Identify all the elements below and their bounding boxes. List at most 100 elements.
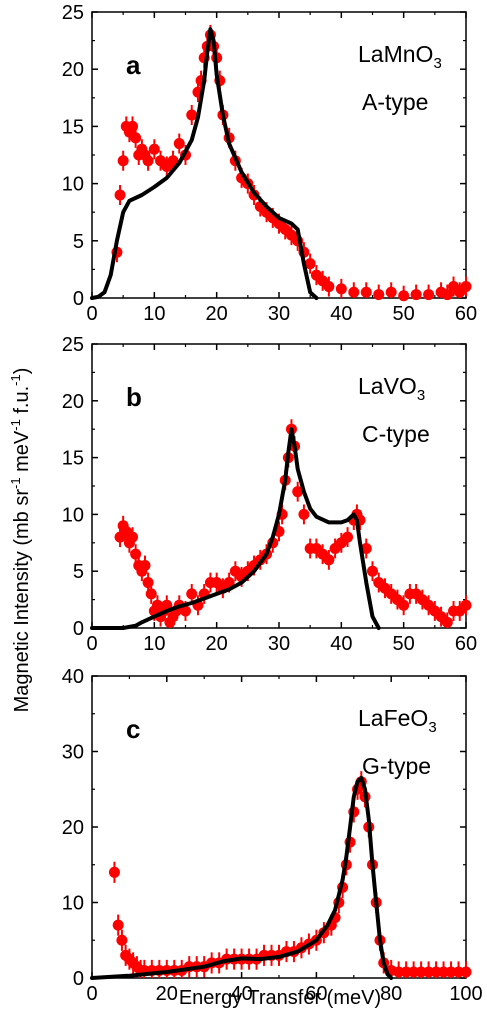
panel-label: c xyxy=(126,714,140,744)
x-tick-label: 20 xyxy=(206,303,228,325)
y-tick-label: 20 xyxy=(62,59,84,81)
fit-line xyxy=(90,775,394,980)
data-point xyxy=(460,599,472,611)
compound-label-main: LaMnO xyxy=(358,41,433,67)
data-point xyxy=(139,560,151,572)
fit-line xyxy=(90,27,319,300)
y-axis-label-sup-2: -1 xyxy=(8,419,23,431)
y-tick-label: 30 xyxy=(62,742,84,764)
x-tick-label: 10 xyxy=(143,633,165,655)
y-axis-label-sup-3: -1 xyxy=(8,374,23,386)
fit-line xyxy=(90,427,381,630)
data-point xyxy=(460,281,472,293)
order-type-label: G-type xyxy=(362,753,431,779)
x-tick-label: 40 xyxy=(330,633,352,655)
y-tick-label: 0 xyxy=(73,288,84,310)
data-point xyxy=(223,577,235,589)
y-tick-label: 0 xyxy=(73,618,84,640)
y-axis-label: Magnetic Intensity (mb sr-1 meV-1 f.u.-1… xyxy=(8,368,33,713)
x-tick-label: 40 xyxy=(330,303,352,325)
data-point xyxy=(292,486,304,498)
x-axis-label: Energy Transfer (meV) xyxy=(179,987,381,1009)
compound-label: LaFeO3 xyxy=(358,705,437,736)
data-point xyxy=(423,289,435,301)
x-tick-label: 0 xyxy=(86,983,97,1005)
panel-a: 0 10 20 30 40 50 60 0 5 10 15 20 25 a LaMnO3 A-type xyxy=(62,2,477,325)
data-point xyxy=(373,289,385,301)
panel-b: 0 10 20 30 40 50 60 0 5 10 15 20 25 b LaVO3 C-type xyxy=(62,334,477,655)
data-point xyxy=(460,966,472,978)
order-type-label: C-type xyxy=(362,421,430,447)
data-point xyxy=(186,588,198,600)
compound-label: LaVO3 xyxy=(358,373,425,404)
data-point xyxy=(367,565,378,577)
y-axis-label-text-4: ) xyxy=(11,368,33,375)
y-axis-label-text-2: meV xyxy=(11,430,33,477)
compound-label-sub: 3 xyxy=(428,719,436,736)
x-tick-label: 30 xyxy=(268,303,290,325)
x-tick-label: 30 xyxy=(268,633,290,655)
y-tick-label: 40 xyxy=(62,666,84,688)
x-tick-label: 20 xyxy=(206,633,228,655)
data-point xyxy=(142,155,154,167)
data-point xyxy=(304,258,316,270)
y-tick-label: 15 xyxy=(62,448,84,470)
y-tick-label: 10 xyxy=(62,174,84,196)
compound-label-main: LaVO xyxy=(358,373,417,399)
data-point xyxy=(323,554,335,566)
x-tick-label: 50 xyxy=(393,303,415,325)
panel-label: b xyxy=(126,382,142,412)
x-tick-label: 60 xyxy=(455,303,477,325)
x-tick-label: 20 xyxy=(156,983,178,1005)
panel-label: a xyxy=(126,50,141,80)
x-tick-label: 10 xyxy=(143,303,165,325)
y-tick-label: 5 xyxy=(73,561,84,583)
data-point xyxy=(342,531,354,543)
y-tick-label: 20 xyxy=(62,817,84,839)
y-tick-label: 10 xyxy=(62,504,84,526)
data-point xyxy=(323,281,335,293)
order-type-label: A-type xyxy=(362,89,428,115)
data-point xyxy=(127,531,139,543)
data-point xyxy=(410,289,422,301)
data-point xyxy=(173,138,185,150)
data-point xyxy=(112,919,124,931)
data-point xyxy=(348,286,360,298)
x-tick-label: 40 xyxy=(230,983,252,1005)
data-point xyxy=(180,605,191,617)
data-point xyxy=(116,934,128,946)
data-point xyxy=(398,290,410,302)
data-point xyxy=(167,155,179,167)
data-point xyxy=(360,286,372,298)
compound-label-sub: 3 xyxy=(433,55,441,72)
panel-c: 0 20 40 60 80 100 0 10 20 30 40 c LaFeO3 G-type xyxy=(62,666,483,1005)
data-point xyxy=(145,588,157,600)
compound-label-sub: 3 xyxy=(417,387,425,404)
data-point xyxy=(441,289,453,301)
data-point xyxy=(148,143,160,155)
data-point xyxy=(335,283,347,295)
x-tick-label: 60 xyxy=(305,983,327,1005)
data-point xyxy=(385,286,397,298)
compound-label: LaMnO3 xyxy=(358,41,442,72)
y-axis-label-text-3: f.u. xyxy=(11,386,33,419)
y-tick-label: 25 xyxy=(62,334,84,356)
y-axis-label-sup-1: -1 xyxy=(8,477,23,489)
data-point xyxy=(398,599,410,611)
x-tick-label: 0 xyxy=(86,633,97,655)
y-tick-label: 0 xyxy=(73,968,84,990)
data-point xyxy=(108,866,120,878)
y-tick-label: 10 xyxy=(62,893,84,915)
data-point xyxy=(114,189,126,201)
compound-label-main: LaFeO xyxy=(358,705,428,731)
y-tick-label: 20 xyxy=(62,391,84,413)
data-point xyxy=(360,542,372,554)
data-point xyxy=(130,132,142,144)
x-tick-label: 0 xyxy=(86,303,97,325)
x-tick-label: 50 xyxy=(393,633,415,655)
y-axis-label-text-1: Magnetic Intensity (mb sr xyxy=(11,489,33,713)
x-tick-label: 60 xyxy=(455,633,477,655)
x-tick-label: 80 xyxy=(380,983,402,1005)
y-tick-label: 15 xyxy=(62,116,84,138)
